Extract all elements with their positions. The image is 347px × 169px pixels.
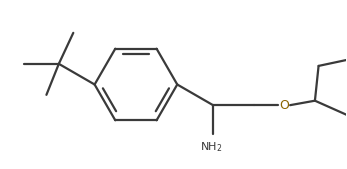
Text: O: O <box>279 99 289 112</box>
Text: NH$_2$: NH$_2$ <box>200 140 223 154</box>
